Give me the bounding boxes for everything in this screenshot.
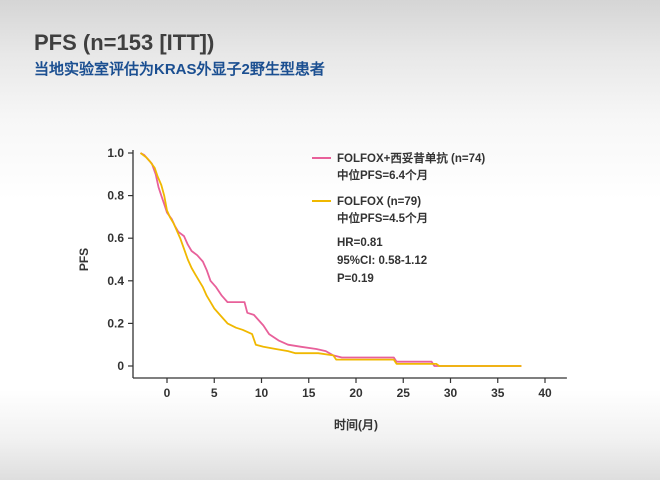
y-tick-label: 0.6 [107,231,124,245]
x-tick-label: 5 [211,386,218,400]
slide-subtitle: 当地实验室评估为KRAS外显子2野生型患者 [34,61,325,78]
x-tick-label: 30 [444,386,458,400]
legend-label-cetuximab: FOLFOX+西妥昔单抗 (n=74) [337,151,485,165]
axes: 0 5 10 15 20 25 30 35 40 0 0.2 0.4 0.6 0.8 1.0 时间(月) PFS [77,146,567,432]
hazard-ratio: HR=0.81 [337,237,383,249]
x-tick-label: 40 [538,386,552,400]
y-tick-label: 0.8 [107,189,124,203]
p-value: P=0.19 [337,273,374,285]
x-tick-label: 35 [491,386,505,400]
curve-folfox [139,152,522,367]
y-tick-label: 0.2 [107,316,124,330]
survival-curves [139,152,522,367]
y-tick-label: 1.0 [107,146,124,160]
x-axis-title: 时间(月) [334,417,378,432]
y-axis-title: PFS [77,248,91,271]
curve-folfox-cetuximab [140,152,522,367]
x-tick-label: 15 [302,386,316,400]
legend: FOLFOX+西妥昔单抗 (n=74) 中位PFS=6.4个月 FOLFOX (… [312,151,485,225]
legend-median-cetuximab: 中位PFS=6.4个月 [337,168,428,182]
legend-median-folfox: 中位PFS=4.5个月 [337,211,428,225]
legend-label-folfox: FOLFOX (n=79) [337,196,421,208]
y-tick-label: 0 [117,359,124,373]
statistics-annotation: HR=0.81 95%CI: 0.58-1.12 P=0.19 [337,237,427,285]
y-tick-label: 0.4 [107,274,124,288]
x-tick-label: 25 [397,386,411,400]
x-tick-label: 10 [255,386,269,400]
x-tick-label: 20 [349,386,363,400]
x-tick-label: 0 [164,386,171,400]
slide-title: PFS (n=153 [ITT]) [34,30,215,55]
confidence-interval: 95%CI: 0.58-1.12 [337,255,427,267]
